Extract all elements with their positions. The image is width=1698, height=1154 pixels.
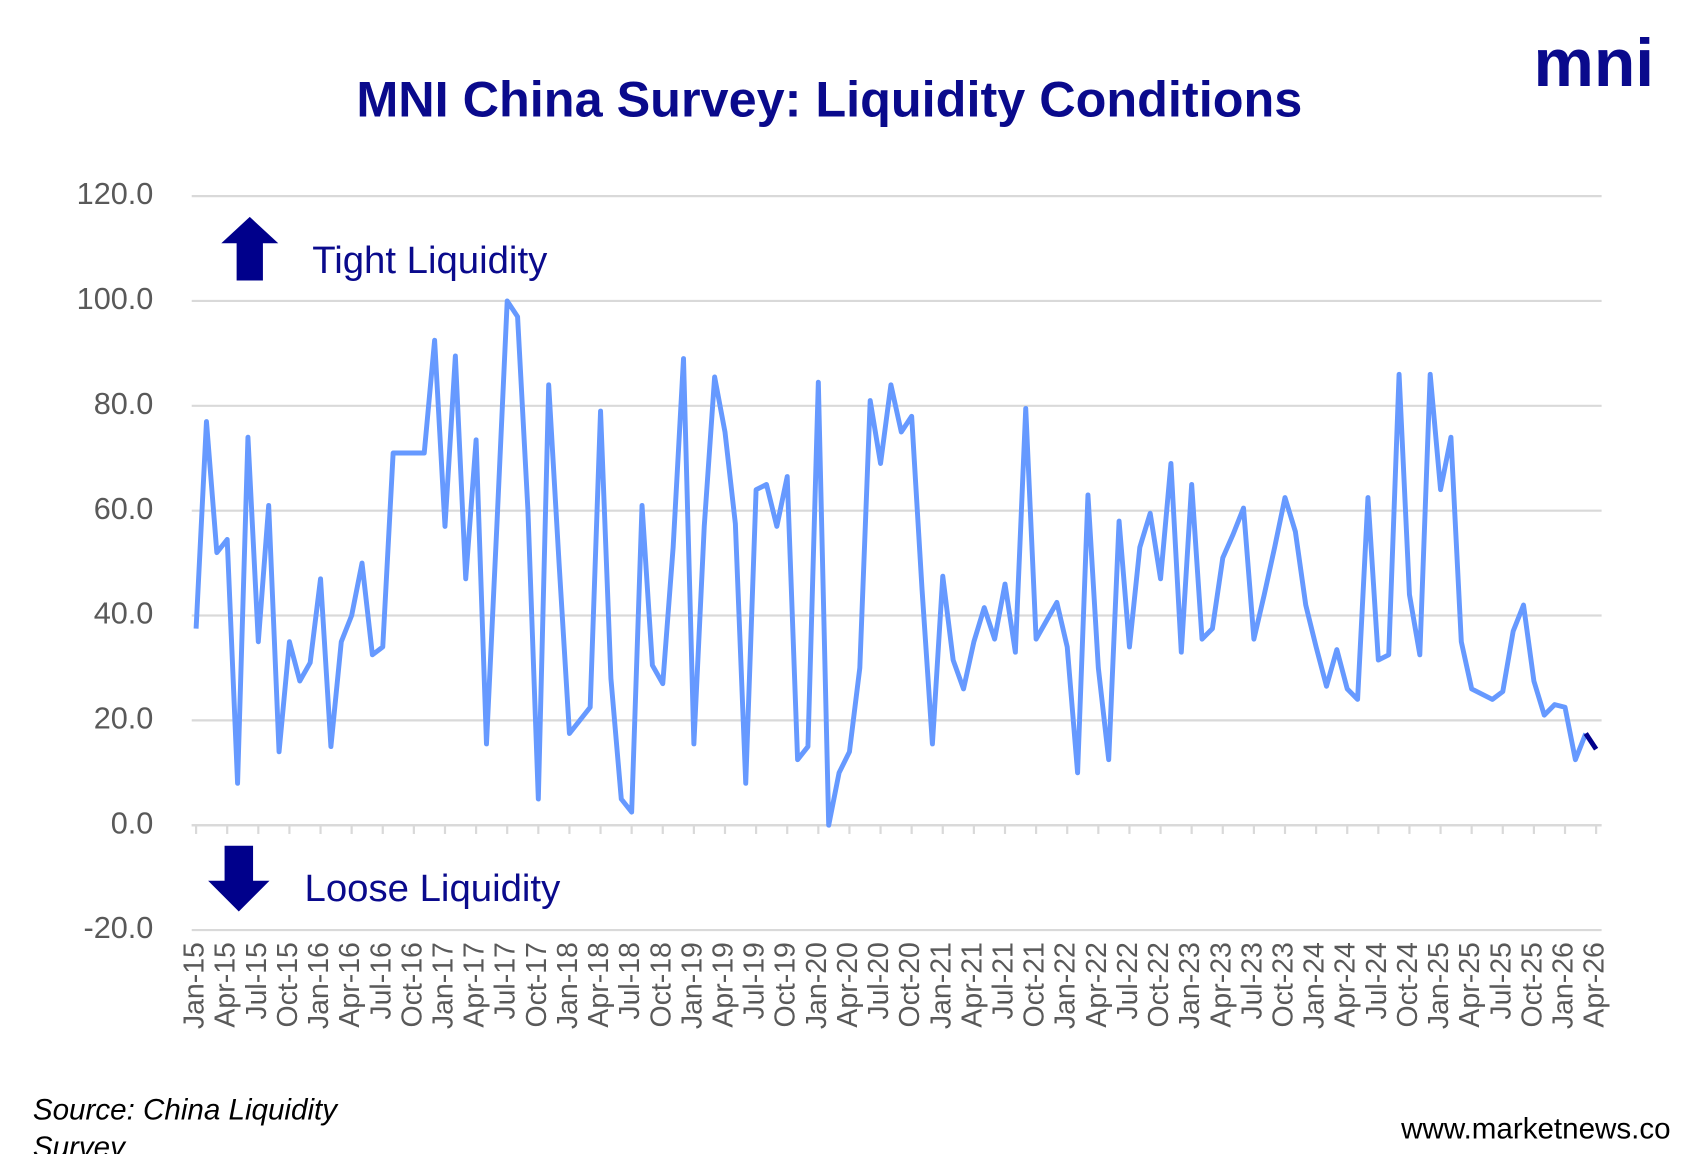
- x-tick-label: Apr-24: [1330, 942, 1362, 1027]
- y-tick-label: -20.0: [83, 911, 153, 945]
- x-tick-label: Oct-18: [645, 942, 677, 1027]
- y-tick-label: 80.0: [94, 387, 154, 421]
- x-tick-label: Jan-22: [1050, 942, 1082, 1029]
- x-tick-label: Jul-17: [490, 942, 522, 1020]
- x-tick-label: Oct-24: [1392, 942, 1424, 1027]
- x-tick-label: Jan-25: [1423, 942, 1455, 1029]
- x-tick-label: Oct-19: [770, 942, 802, 1027]
- annotation: Tight Liquidity: [312, 239, 548, 282]
- x-tick-label: Jan-16: [303, 942, 335, 1029]
- y-tick-label: 0.0: [111, 806, 154, 840]
- x-tick-label: Oct-21: [1019, 942, 1051, 1027]
- x-tick-label: Jul-18: [614, 942, 646, 1020]
- x-tick-label: Jan-21: [925, 942, 957, 1029]
- y-tick-label: 20.0: [94, 701, 154, 735]
- x-tick-label: Jul-15: [241, 942, 273, 1020]
- x-tick-label: Jan-19: [676, 942, 708, 1029]
- x-tick-label: Apr-19: [708, 942, 740, 1027]
- x-tick-label: Jul-16: [365, 942, 397, 1020]
- x-tick-label: Apr-22: [1081, 942, 1113, 1027]
- x-tick-label: Apr-20: [832, 942, 864, 1027]
- x-tick-label: Oct-17: [521, 942, 553, 1027]
- x-tick-label: Jul-20: [863, 942, 895, 1020]
- x-tick-label: Jul-25: [1485, 942, 1517, 1020]
- x-tick-label: Jul-23: [1236, 942, 1268, 1020]
- x-tick-label: Oct-20: [894, 942, 926, 1027]
- data-line: [1583, 732, 1599, 751]
- data-line: [193, 298, 1589, 828]
- x-tick-label: Oct-22: [1143, 942, 1175, 1027]
- down-arrow: [208, 845, 270, 912]
- x-tick-label: Apr-18: [583, 942, 615, 1027]
- x-tick-label: Jan-18: [552, 942, 584, 1029]
- up-arrow: [221, 216, 279, 281]
- y-tick-label: 100.0: [77, 282, 154, 316]
- x-tick-label: Apr-26: [1579, 942, 1611, 1027]
- x-tick-label: Oct-25: [1516, 942, 1548, 1027]
- chart-title: MNI China Survey: Liquidity Conditions: [356, 70, 1302, 127]
- x-tick-label: Oct-16: [396, 942, 428, 1027]
- x-tick-label: Apr-16: [334, 942, 366, 1027]
- annotation: Loose Liquidity: [305, 867, 562, 910]
- x-tick-label: Jul-21: [988, 942, 1020, 1020]
- y-tick-label: 40.0: [94, 597, 154, 631]
- x-tick-label: Jan-15: [179, 942, 211, 1029]
- source: Source: China Liquidity Survey: [32, 1093, 338, 1154]
- x-tick-label: Jul-19: [739, 942, 771, 1020]
- y-tick-label: 60.0: [94, 492, 154, 526]
- x-tick-label: Jul-22: [1112, 942, 1144, 1020]
- x-tick-label: Apr-17: [459, 942, 491, 1027]
- website: www.marketnews.co: [1400, 1112, 1670, 1145]
- x-tick-label: Apr-25: [1454, 942, 1486, 1027]
- x-tick-label: Apr-23: [1205, 942, 1237, 1027]
- x-tick-label: Jan-26: [1548, 942, 1580, 1029]
- x-tick-label: Jan-23: [1174, 942, 1206, 1029]
- y-tick-label: 120.0: [77, 177, 154, 211]
- x-tick-label: Jan-20: [801, 942, 833, 1029]
- x-tick-label: Oct-15: [272, 942, 304, 1027]
- x-tick-label: Jan-17: [428, 942, 460, 1029]
- logo: mni: [1533, 26, 1654, 101]
- source-box: Source: China Liquidity Survey: [32, 1093, 338, 1154]
- x-tick-label: Oct-23: [1268, 942, 1300, 1027]
- x-tick-label: Jul-24: [1361, 942, 1393, 1020]
- x-tick-label: Apr-21: [956, 942, 988, 1027]
- x-tick-label: Jan-24: [1299, 942, 1331, 1029]
- x-tick-label: Apr-15: [210, 942, 242, 1027]
